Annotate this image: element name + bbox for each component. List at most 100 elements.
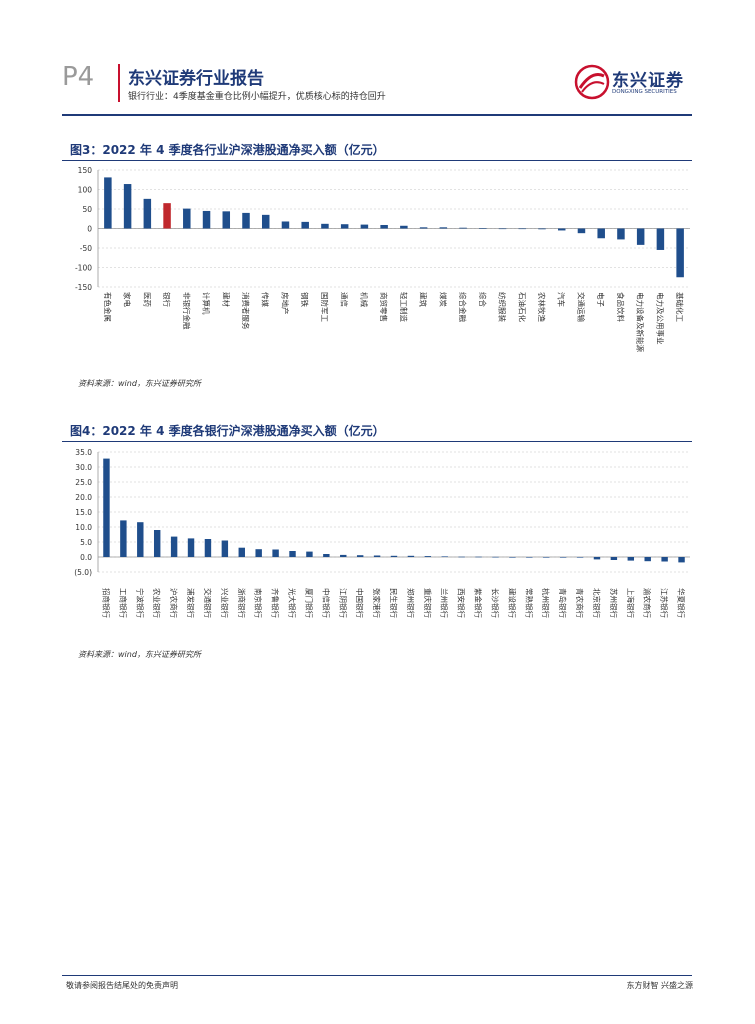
- page-number: P4: [62, 62, 95, 92]
- dongxing-logo-icon: [574, 64, 610, 100]
- fig3-bar-21: [498, 228, 507, 230]
- fig3-bar-4: [163, 203, 171, 229]
- fig4-category-label: 齐鲁银行: [271, 588, 281, 618]
- fig4-y-tick-label: 5.0: [80, 538, 92, 547]
- fig4-bar-8: [221, 540, 229, 557]
- fig3-category-label: 交通运输: [576, 292, 586, 322]
- fig4-category-label: 江苏银行: [660, 588, 670, 618]
- fig3-category-label: 建材: [221, 292, 231, 307]
- fig3-category-label: 房地产: [280, 292, 290, 315]
- fig4-category-label: 交通银行: [203, 588, 213, 618]
- fig3-bar-18: [439, 227, 448, 229]
- fig3-bar-16: [400, 225, 408, 229]
- report-title: 东兴证券行业报告: [128, 69, 264, 89]
- fig4-category-label: 浙商银行: [237, 588, 247, 618]
- fig4-bar-7: [204, 539, 212, 557]
- fig4-category-label: 常熟银行: [524, 588, 534, 618]
- fig4-bar-15: [340, 554, 347, 557]
- fig4-bar-18: [390, 555, 398, 557]
- fig4-category-label: 南京银行: [254, 588, 264, 618]
- fig3-bar-10: [281, 221, 290, 229]
- fig3-category-label: 计算机: [202, 292, 212, 315]
- fig4-category-label: 建设银行: [507, 588, 517, 618]
- logo-english-name: DONGXING SECURITIES: [612, 89, 677, 95]
- fig4-bar-24: [492, 556, 499, 558]
- fig3-bar-14: [360, 224, 369, 229]
- fig3-bar-27: [617, 228, 625, 240]
- fig3-category-label: 农林牧渔: [537, 292, 547, 322]
- fig4-bar-12: [289, 551, 296, 557]
- fig4-bar-33: [644, 557, 651, 562]
- fig4-bar-30: [593, 557, 601, 560]
- fig3-category-label: 医药: [142, 292, 152, 307]
- fig3-y-tick-label: 50: [82, 205, 92, 214]
- fig4-category-label: 杭州银行: [541, 588, 551, 618]
- fig4-bar-26: [526, 557, 533, 558]
- fig3-category-label: 非银行金融: [182, 292, 192, 330]
- figure3-chart: -150 -100 -50 0 50 100 150 有色金属 家电 医药 银行 非银行金融 计算机 建材…: [75, 166, 690, 352]
- fig4-category-label: 沪农商行: [169, 588, 179, 618]
- fig4-category-label: 青农商行: [575, 588, 585, 618]
- fig3-bar-30: [676, 228, 684, 278]
- fig3-y-tick-label: 0: [87, 225, 92, 234]
- fig4-bar-22: [458, 556, 465, 558]
- fig3-bar-22: [518, 228, 527, 230]
- fig3-category-label: 银行: [162, 292, 172, 307]
- fig3-bar-6: [202, 210, 211, 229]
- fig4-category-label: 江阴银行: [338, 588, 348, 618]
- figure4-title: 图4：2022 年 4 季度各银行沪深港股通净买入额（亿元）: [70, 424, 385, 438]
- fig4-bar-20: [424, 556, 432, 557]
- footer-slogan: 东方财智 兴盛之源: [626, 981, 693, 990]
- fig3-category-label: 纺织服装: [498, 292, 508, 322]
- fig3-bar-1: [104, 177, 112, 229]
- fig3-category-label: 电子: [596, 292, 606, 307]
- figure4-source: 资料来源：wind，东兴证券研究所: [78, 650, 201, 659]
- figure3-source: 资料来源：wind，东兴证券研究所: [78, 379, 201, 388]
- fig4-category-label: 郑州银行: [406, 588, 416, 618]
- figure3-title: 图3：2022 年 4 季度各行业沪深港股通净买入额（亿元）: [70, 143, 385, 157]
- fig3-y-tick-label: 100: [78, 186, 93, 195]
- fig4-category-label: 长沙银行: [490, 588, 500, 618]
- fig4-category-label: 北京银行: [592, 588, 602, 618]
- fig3-category-label: 商贸零售: [379, 292, 389, 322]
- fig4-category-label: 西安银行: [457, 588, 467, 618]
- fig3-bar-13: [340, 224, 349, 229]
- fig3-bar-9: [261, 214, 270, 229]
- fig4-bar-17: [373, 555, 381, 557]
- footer-disclaimer: 敬请参阅报告结尾处的免责声明: [66, 981, 178, 990]
- fig3-bar-25: [577, 228, 586, 234]
- figure4-chart: (5.0) 0.0 5.0 10.0 15.0 20.0 25.0 30.0 35.0 招商银行工…: [74, 448, 690, 618]
- fig3-category-label: 钢铁: [300, 292, 310, 307]
- fig3-category-label: 消费者服务: [241, 292, 251, 330]
- fig4-bar-27: [543, 557, 550, 558]
- fig4-bar-1: [103, 458, 110, 557]
- fig4-category-label: 紫金银行: [474, 588, 484, 618]
- fig4-category-label: 兴业银行: [220, 588, 230, 618]
- fig4-category-label: 招商银行: [101, 588, 111, 618]
- logo-name: 东兴证券: [612, 71, 684, 91]
- fig3-bar-17: [419, 227, 428, 229]
- fig4-category-label: 光大银行: [288, 588, 298, 618]
- fig3-category-label: 建筑: [419, 292, 429, 307]
- figure3-title-rule: [62, 160, 692, 161]
- fig3-category-label: 综合金融: [458, 292, 468, 322]
- fig4-bar-25: [509, 557, 516, 558]
- fig4-category-label: 华夏银行: [677, 588, 687, 618]
- footer-rule: [62, 975, 692, 976]
- fig3-bar-20: [479, 228, 487, 229]
- fig3-bar-19: [459, 227, 467, 229]
- fig4-category-label: 重庆银行: [423, 588, 433, 618]
- fig4-bar-9: [238, 547, 245, 557]
- fig4-category-label: 中国银行: [355, 588, 365, 618]
- fig4-bar-31: [610, 557, 618, 560]
- fig4-category-label: 厦门银行: [304, 588, 314, 618]
- fig4-bar-29: [576, 557, 584, 558]
- fig4-category-label: 上海银行: [626, 588, 636, 618]
- fig4-y-tick-label: 15.0: [75, 508, 92, 517]
- fig4-y-tick-label: (5.0): [74, 568, 92, 577]
- fig3-bar-15: [380, 224, 388, 229]
- fig3-category-label: 机械: [359, 292, 369, 307]
- fig4-bar-35: [678, 557, 685, 563]
- fig4-bar-2: [120, 520, 127, 557]
- header-divider: [118, 64, 120, 102]
